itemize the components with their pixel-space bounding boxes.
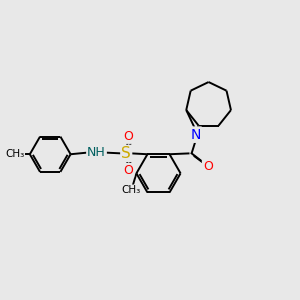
Text: O: O [203,160,213,173]
Text: N: N [191,128,201,142]
Text: CH₃: CH₃ [5,149,24,159]
Text: O: O [123,130,133,143]
Text: S: S [121,146,131,161]
Text: O: O [123,164,133,177]
Text: NH: NH [87,146,106,159]
Text: CH₃: CH₃ [122,185,141,195]
Text: N: N [191,128,201,142]
